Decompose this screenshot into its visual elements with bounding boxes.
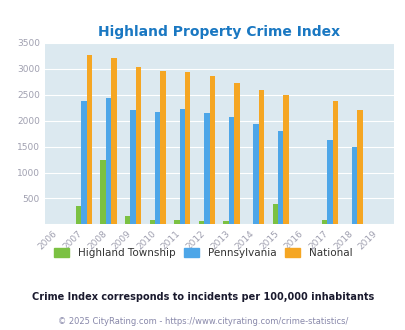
Bar	[125, 216, 130, 224]
Bar	[326, 140, 332, 224]
Bar	[149, 220, 155, 224]
Bar	[209, 76, 215, 224]
Bar	[272, 204, 277, 224]
Title: Highland Property Crime Index: Highland Property Crime Index	[98, 25, 339, 39]
Bar	[204, 113, 209, 224]
Bar	[111, 58, 116, 224]
Bar	[130, 110, 136, 224]
Bar	[81, 102, 87, 224]
Text: Crime Index corresponds to incidents per 100,000 inhabitants: Crime Index corresponds to incidents per…	[32, 292, 373, 302]
Bar	[174, 220, 179, 224]
Text: © 2025 CityRating.com - https://www.cityrating.com/crime-statistics/: © 2025 CityRating.com - https://www.city…	[58, 317, 347, 326]
Bar	[351, 147, 356, 224]
Bar	[185, 73, 190, 224]
Bar	[106, 98, 111, 224]
Bar	[155, 112, 160, 224]
Bar	[234, 83, 239, 224]
Bar	[76, 206, 81, 224]
Legend: Highland Township, Pennsylvania, National: Highland Township, Pennsylvania, Nationa…	[49, 244, 356, 262]
Bar	[332, 101, 337, 224]
Bar	[253, 124, 258, 224]
Bar	[160, 71, 166, 224]
Bar	[283, 95, 288, 224]
Bar	[321, 220, 326, 224]
Bar	[198, 220, 204, 224]
Bar	[100, 160, 106, 224]
Bar	[277, 131, 283, 224]
Bar	[179, 109, 185, 224]
Bar	[258, 89, 264, 224]
Bar	[87, 55, 92, 224]
Bar	[136, 67, 141, 224]
Bar	[356, 110, 362, 224]
Bar	[228, 117, 234, 224]
Bar	[223, 221, 228, 224]
